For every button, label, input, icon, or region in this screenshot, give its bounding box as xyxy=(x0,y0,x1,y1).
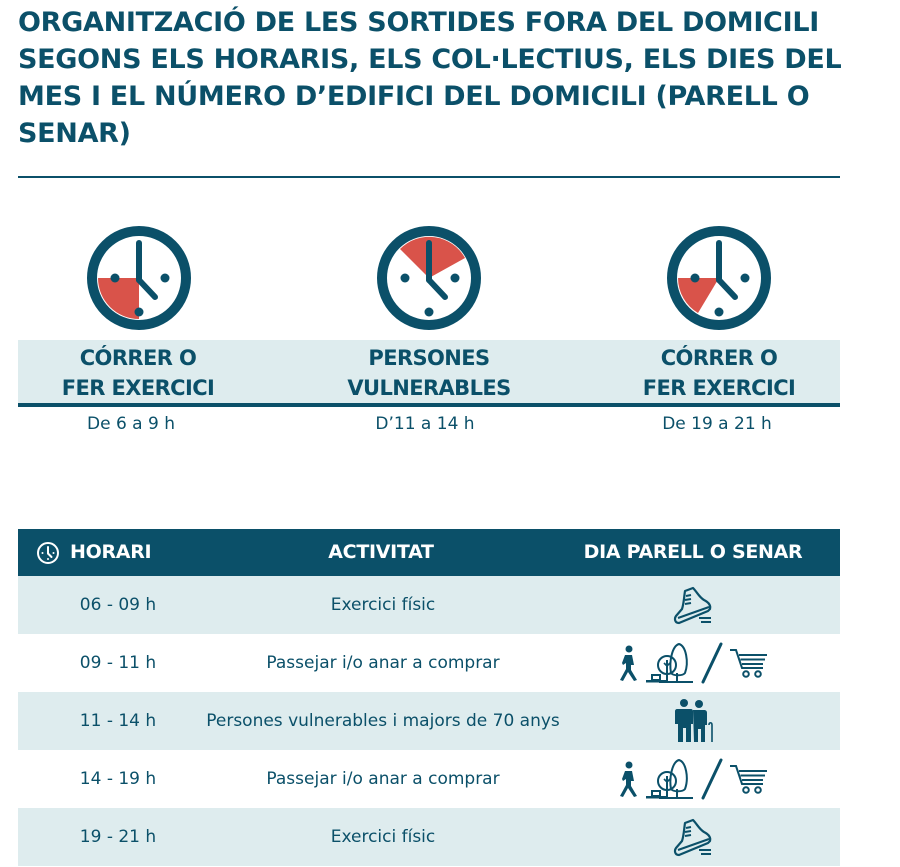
header-time: HORARI xyxy=(36,529,152,576)
category-label-line: CÓRRER O xyxy=(79,346,197,370)
header-activity: ACTIVITAT xyxy=(328,541,434,563)
row-activity: Passejar i/o anar a comprar xyxy=(266,653,500,673)
category-time: De 19 a 21 h xyxy=(662,414,772,434)
table-row: 06 - 09 h Exercici físic xyxy=(18,576,840,634)
table-row: 14 - 19 h Passejar i/o anar a comprar xyxy=(18,750,840,808)
clock-icon xyxy=(37,541,59,564)
row-activity: Passejar i/o anar a comprar xyxy=(266,769,500,789)
category-label: PERSONES VULNERABLES xyxy=(309,343,549,403)
row-activity: Persones vulnerables i majors de 70 anys xyxy=(206,711,560,731)
header-time-label: HORARI xyxy=(70,541,152,563)
row-time: 19 - 21 h xyxy=(79,827,157,847)
table-row: 11 - 14 h Persones vulnerables i majors … xyxy=(18,692,840,750)
category-label-line: PERSONES xyxy=(368,346,490,370)
elderly-couple-icon xyxy=(675,699,713,742)
row-icons xyxy=(593,576,793,634)
category-time: D’11 a 14 h xyxy=(375,414,475,434)
walking-person-icon xyxy=(620,761,637,797)
table-row: 19 - 21 h Exercici físic xyxy=(18,808,840,866)
title-divider xyxy=(18,176,840,178)
shopping-cart-icon xyxy=(730,765,767,794)
clock-icon xyxy=(375,224,483,332)
shopping-cart-icon xyxy=(730,649,767,678)
category-label-line: VULNERABLES xyxy=(347,376,511,400)
page-title: ORGANITZACIÓ DE LES SORTIDES FORA DEL DO… xyxy=(18,7,842,149)
walking-person-icon xyxy=(620,645,637,681)
slash-separator xyxy=(701,758,723,800)
category-label: CÓRRER O FER EXERCICI xyxy=(599,343,839,403)
park-trees-icon xyxy=(646,758,693,799)
table-header: HORARI ACTIVITAT DIA PARELL O SENAR xyxy=(18,529,840,576)
schedule-table: HORARI ACTIVITAT DIA PARELL O SENAR 06 -… xyxy=(18,529,840,866)
clock-icon xyxy=(665,224,773,332)
row-time: 11 - 14 h xyxy=(79,711,157,731)
row-time: 09 - 11 h xyxy=(79,653,157,673)
running-shoe-icon xyxy=(673,818,712,857)
row-icons xyxy=(593,808,793,866)
category-band xyxy=(18,340,840,407)
running-shoe-icon xyxy=(673,586,712,625)
row-icons xyxy=(593,750,793,808)
clock-icon xyxy=(85,224,193,332)
category-time: De 6 a 9 h xyxy=(87,414,175,434)
row-activity: Exercici físic xyxy=(330,827,436,847)
slash-separator xyxy=(701,642,723,684)
category-label-line: FER EXERCICI xyxy=(61,376,215,400)
table-row: 09 - 11 h Passejar i/o anar a comprar xyxy=(18,634,840,692)
header-day: DIA PARELL O SENAR xyxy=(583,541,803,563)
row-icons xyxy=(593,634,793,692)
row-time: 14 - 19 h xyxy=(79,769,157,789)
category-label: CÓRRER O FER EXERCICI xyxy=(18,343,258,403)
park-trees-icon xyxy=(646,642,693,683)
row-time: 06 - 09 h xyxy=(79,595,157,615)
row-icons xyxy=(593,692,793,750)
row-activity: Exercici físic xyxy=(330,595,436,615)
category-label-line: FER EXERCICI xyxy=(642,376,796,400)
category-label-line: CÓRRER O xyxy=(660,346,778,370)
